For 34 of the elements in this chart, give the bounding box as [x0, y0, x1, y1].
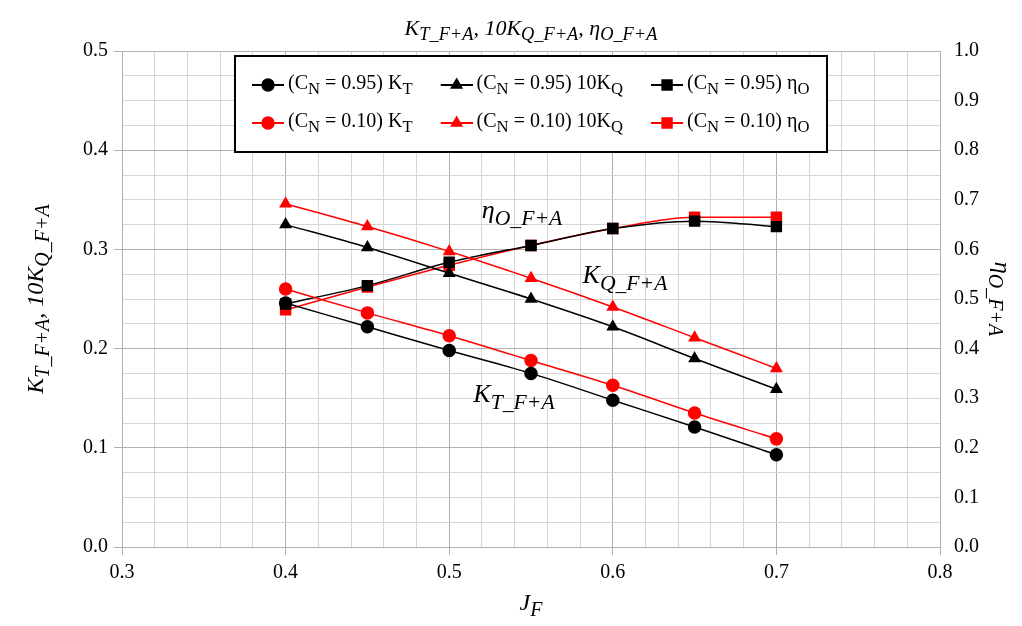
x-tick-label: 0.3: [109, 560, 135, 583]
y-tick-label: 0.1: [83, 435, 108, 458]
y2-tick-label: 0.6: [954, 236, 979, 259]
x-axis-title: J$_{F}$: [519, 589, 543, 621]
annotation: K$_{Q_F+A}$: [582, 260, 668, 296]
y-tick-label: 0.4: [83, 137, 108, 160]
chart-title: K$_{T_F+A}$, 10K$_{Q_F+A}$, η$_{O_F+A}$: [404, 14, 658, 46]
y2-tick-label: 0.8: [954, 137, 979, 160]
y2-tick-label: 0.9: [954, 87, 979, 110]
annotation: K$_{T_F+A}$: [473, 379, 555, 415]
x-tick-label: 0.7: [763, 560, 789, 583]
legend-label: (C$_{N}$ = 0.10) 10K$_{Q}$: [476, 109, 624, 137]
y2-tick-label: 0.4: [954, 335, 979, 358]
legend-label: (C$_{N}$ = 0.95) 10K$_{Q}$: [476, 71, 624, 99]
annotation: η$_{O_F+A}$: [481, 195, 563, 231]
y2-tick-label: 0.1: [954, 484, 979, 507]
legend-label: (C$_{N}$ = 0.10) η$_{O}$: [687, 109, 810, 137]
y2-tick-label: 0.2: [954, 435, 979, 458]
y-tick-label: 0.2: [83, 335, 108, 358]
y2-tick-label: 0.0: [954, 534, 979, 557]
y-tick-label: 0.0: [83, 534, 108, 557]
y2-tick-label: 1.0: [954, 38, 979, 61]
x-tick-label: 0.4: [273, 560, 299, 583]
y2-tick-label: 0.5: [954, 286, 979, 309]
legend-label: (C$_{N}$ = 0.95) K$_{T}$: [288, 71, 413, 99]
x-tick-label: 0.6: [600, 560, 626, 583]
y2-tick-label: 0.3: [954, 385, 979, 408]
y-tick-label: 0.5: [83, 38, 108, 61]
x-tick-label: 0.8: [927, 560, 953, 583]
legend-label: (C$_{N}$ = 0.10) K$_{T}$: [288, 109, 413, 137]
x-tick-label: 0.5: [436, 560, 462, 583]
y-tick-label: 0.3: [83, 236, 108, 259]
y2-tick-label: 0.7: [954, 187, 979, 210]
legend-label: (C$_{N}$ = 0.95) η$_{O}$: [687, 71, 810, 99]
